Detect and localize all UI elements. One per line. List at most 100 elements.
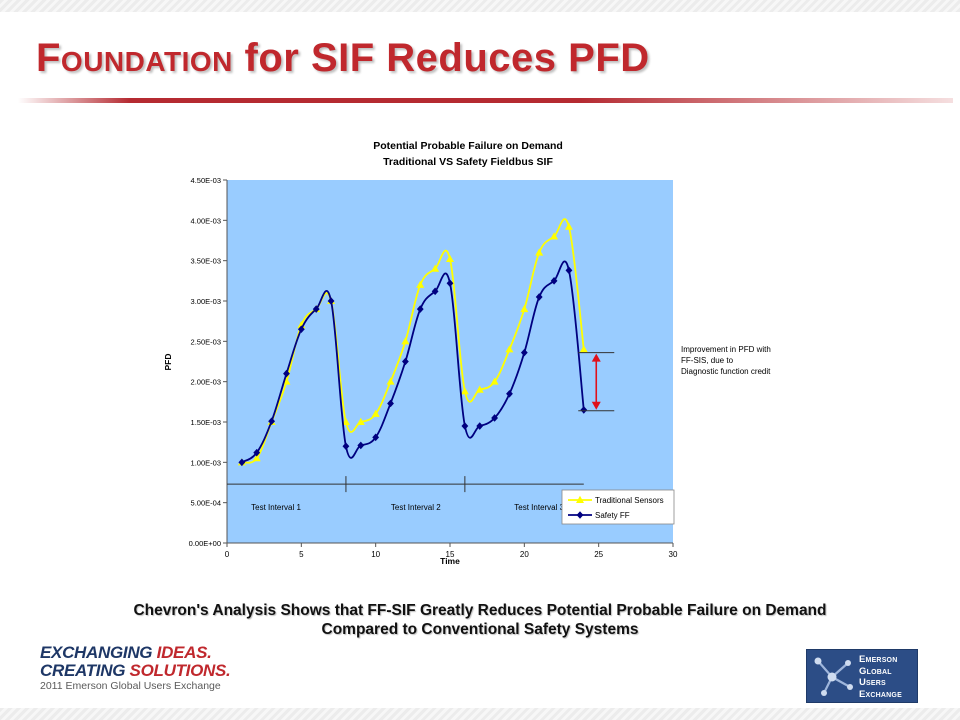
data-point bbox=[357, 441, 365, 450]
logo-line-2-a: CREATING bbox=[40, 661, 130, 680]
y-tick-label: 1.50E-03 bbox=[191, 418, 221, 427]
caption-line-1: Chevron's Analysis Shows that FF-SIF Gre… bbox=[133, 602, 827, 619]
y-axis-label: PFD bbox=[163, 354, 173, 371]
data-point bbox=[268, 417, 275, 425]
data-point bbox=[520, 348, 528, 357]
data-point bbox=[372, 433, 380, 442]
improvement-arrow-head-up bbox=[591, 353, 601, 362]
y-tick-label: 0.00E+00 bbox=[189, 539, 221, 548]
annotation-text-line: Diagnostic function credit bbox=[681, 367, 771, 376]
y-tick-label: 1.00E-03 bbox=[191, 458, 221, 467]
logo-word-2: Global bbox=[859, 665, 892, 677]
data-point bbox=[386, 377, 395, 385]
chart-subtitle: Traditional VS Safety Fieldbus SIF bbox=[383, 156, 553, 168]
slide-caption: Chevron's Analysis Shows that FF-SIF Gre… bbox=[40, 601, 920, 639]
data-point bbox=[580, 406, 588, 414]
test-intervals: Test Interval 1 Test Interval 2 Test Inter… bbox=[227, 476, 584, 512]
y-tick-label: 5.00E-04 bbox=[191, 499, 221, 508]
x-tick-label: 20 bbox=[520, 550, 529, 559]
annotation-text-line: Improvement in PFD with bbox=[681, 345, 771, 354]
bottom-decorative-stripe bbox=[0, 708, 960, 720]
data-point bbox=[476, 422, 484, 430]
series-safety-ff bbox=[238, 260, 588, 467]
test-interval-label: Test Interval 1 bbox=[251, 503, 301, 512]
test-interval-label: Test Interval 2 bbox=[391, 503, 441, 512]
data-point bbox=[535, 293, 543, 301]
data-point bbox=[327, 297, 335, 305]
x-tick-label: 5 bbox=[299, 550, 304, 559]
title-underline bbox=[18, 98, 953, 103]
data-point bbox=[416, 305, 424, 313]
data-point bbox=[535, 248, 544, 256]
network-icon bbox=[814, 657, 853, 696]
emerson-logo-words: Emerson Global Users Exchange bbox=[859, 654, 902, 700]
data-point bbox=[446, 254, 454, 263]
data-point bbox=[490, 377, 499, 385]
data-point bbox=[505, 345, 514, 353]
y-tick-label: 3.00E-03 bbox=[191, 297, 221, 306]
logo-line-2: CREATING SOLUTIONS. bbox=[40, 662, 280, 680]
logo-line-1: EXCHANGING IDEAS. bbox=[40, 644, 280, 662]
data-point bbox=[312, 305, 320, 313]
data-point bbox=[371, 409, 380, 417]
data-point bbox=[252, 454, 261, 462]
exchanging-ideas-logo: EXCHANGING IDEAS. CREATING SOLUTIONS. 20… bbox=[40, 644, 280, 694]
legend-label: Safety FF bbox=[595, 511, 630, 520]
top-decorative-stripe bbox=[0, 0, 960, 12]
x-axis-ticks: 0 5 10 15 20 25 30 bbox=[225, 543, 678, 559]
data-point bbox=[342, 442, 350, 450]
x-tick-label: 10 bbox=[371, 550, 380, 559]
logo-word-1: Emerson bbox=[859, 654, 898, 665]
logo-line-1-a: EXCHANGING bbox=[40, 643, 157, 662]
improvement-arrow-head-down bbox=[591, 401, 601, 410]
data-point bbox=[565, 266, 573, 275]
data-point bbox=[564, 222, 573, 230]
logo-word-3: Users bbox=[859, 677, 886, 688]
y-tick-label: 2.00E-03 bbox=[191, 378, 221, 387]
legend-label: Traditional Sensors bbox=[595, 496, 664, 505]
y-tick-label: 2.50E-03 bbox=[191, 337, 221, 346]
y-tick-label: 4.50E-03 bbox=[191, 176, 221, 185]
legend-box bbox=[561, 489, 675, 525]
logo-subtitle: 2011 Emerson Global Users Exchange bbox=[40, 680, 221, 692]
test-interval-label: Test Interval 3 bbox=[514, 503, 564, 512]
pfd-chart-svg: Potential Probable Failure on Demand Tra… bbox=[158, 130, 802, 572]
data-point bbox=[446, 279, 454, 288]
data-point bbox=[356, 417, 365, 425]
data-point bbox=[506, 389, 513, 398]
data-point bbox=[402, 357, 409, 366]
data-point bbox=[460, 387, 469, 395]
slide-title-prefix: Foundation bbox=[36, 36, 233, 80]
slide-title: Foundation for SIF Reduces PFD bbox=[36, 34, 650, 82]
plot-area bbox=[227, 180, 673, 543]
slide-title-rest: for SIF Reduces PFD bbox=[232, 36, 650, 80]
data-point bbox=[431, 287, 439, 296]
data-point bbox=[491, 414, 498, 422]
pfd-chart: Potential Probable Failure on Demand Tra… bbox=[158, 130, 802, 572]
data-point bbox=[297, 325, 305, 334]
logo-line-2-b: SOLUTIONS. bbox=[129, 661, 231, 680]
series-layer bbox=[237, 218, 588, 467]
emerson-exchange-logo: Emerson Global Users Exchange bbox=[806, 649, 918, 703]
x-tick-label: 15 bbox=[446, 550, 455, 559]
logo-word-4: Exchange bbox=[859, 688, 902, 700]
data-point bbox=[550, 232, 559, 240]
data-point bbox=[341, 417, 350, 425]
data-point bbox=[431, 264, 440, 272]
y-axis-ticks: 0.00E+00 5.00E-04 1.00E-03 1.50E-03 2.00E-03… bbox=[189, 176, 227, 548]
data-point bbox=[253, 448, 261, 457]
data-point bbox=[579, 345, 588, 353]
data-point bbox=[401, 337, 410, 345]
data-point bbox=[461, 422, 469, 430]
x-tick-label: 30 bbox=[669, 550, 678, 559]
data-point bbox=[475, 385, 484, 393]
x-tick-label: 25 bbox=[594, 550, 603, 559]
data-point bbox=[387, 399, 394, 408]
y-tick-label: 4.00E-03 bbox=[191, 216, 221, 225]
data-point bbox=[520, 304, 529, 313]
data-point bbox=[416, 280, 425, 288]
legend-items: Traditional Sensors Safety FF bbox=[568, 495, 664, 520]
improvement-annotation: Improvement in PFD with FF-SIS, due to Dia… bbox=[578, 345, 771, 412]
data-point bbox=[550, 277, 558, 285]
x-axis-label: Time bbox=[440, 556, 460, 566]
